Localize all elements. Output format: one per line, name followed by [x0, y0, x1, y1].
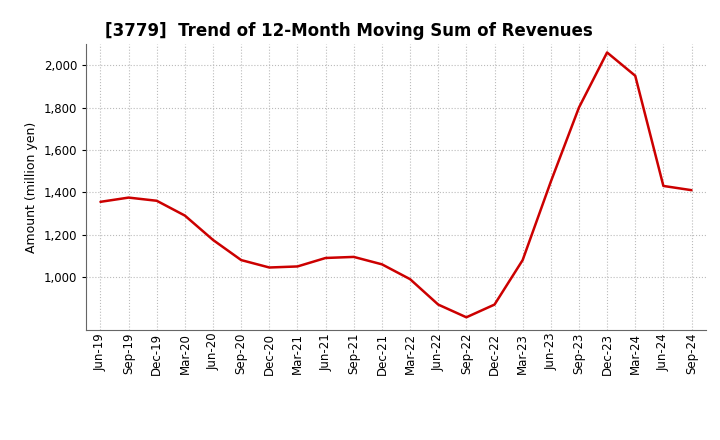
Text: [3779]  Trend of 12-Month Moving Sum of Revenues: [3779] Trend of 12-Month Moving Sum of R… [105, 22, 593, 40]
Y-axis label: Amount (million yen): Amount (million yen) [25, 121, 38, 253]
